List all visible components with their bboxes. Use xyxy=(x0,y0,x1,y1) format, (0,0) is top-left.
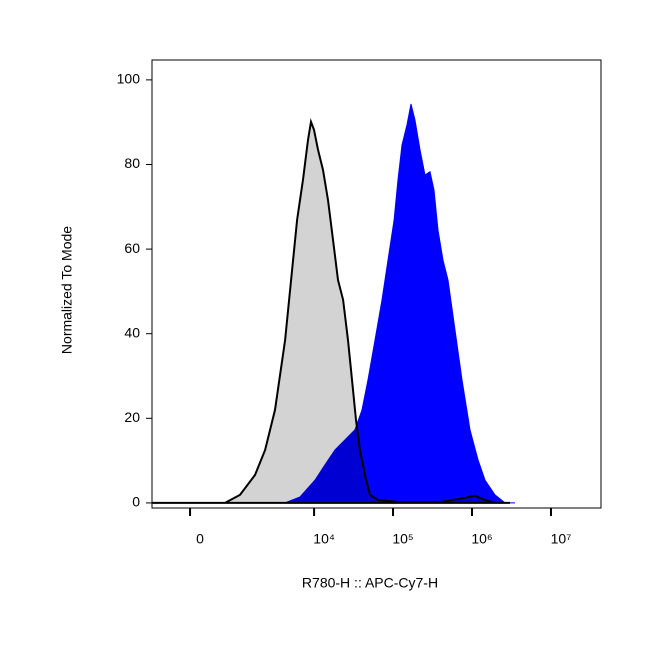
y-tick-label: 0 xyxy=(132,494,140,510)
x-tick-label: 10⁷ xyxy=(551,531,572,547)
x-axis-label: R780-H :: APC-Cy7-H xyxy=(302,575,438,591)
plot-frame xyxy=(151,59,602,509)
x-tick-label: 10⁵ xyxy=(392,531,413,547)
y-tick-label: 80 xyxy=(124,155,140,171)
y-tick-label: 60 xyxy=(124,240,140,256)
x-tick-label: 0 xyxy=(196,531,204,547)
x-tick-label: 10⁴ xyxy=(313,531,335,547)
y-axis-label: Normalized To Mode xyxy=(59,226,75,354)
x-tick-label: 10⁶ xyxy=(471,531,492,547)
y-tick-label: 40 xyxy=(124,324,140,340)
y-tick-label: 100 xyxy=(117,71,141,87)
histogram-area xyxy=(152,117,510,504)
y-tick-label: 20 xyxy=(124,409,140,425)
